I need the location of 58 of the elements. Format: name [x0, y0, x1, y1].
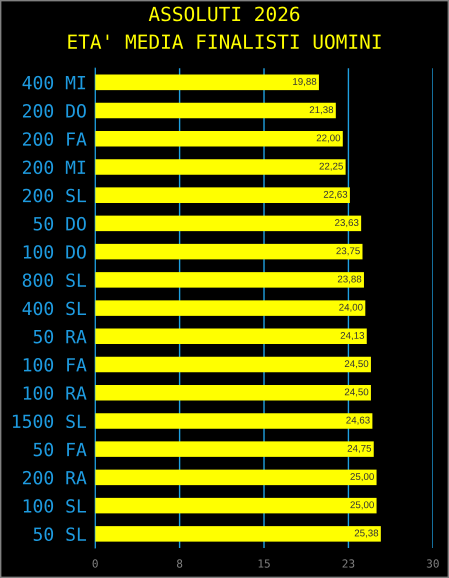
y-tick-label: 200 FA — [22, 132, 87, 146]
data-label: 22,00 — [316, 134, 340, 143]
bar — [95, 130, 343, 147]
data-label: 25,00 — [350, 473, 374, 482]
bar — [95, 384, 371, 400]
bar — [95, 102, 336, 118]
data-label: 24,75 — [348, 444, 372, 453]
bar — [95, 470, 377, 486]
y-tick-label: 200 DO — [22, 104, 86, 118]
data-label: 23,75 — [336, 247, 360, 256]
y-tick-label: 50 DO — [34, 216, 86, 231]
data-label: 25,00 — [350, 501, 374, 510]
bar — [95, 272, 364, 288]
x-tick-label: 15 — [258, 559, 270, 568]
data-label: 23,88 — [338, 276, 362, 284]
y-tick-label: 50 FA — [34, 442, 87, 456]
data-label: 24,00 — [339, 304, 363, 312]
data-label: 22,63 — [324, 190, 348, 199]
chart-subtitle: ETA' MEDIA FINALISTI UOMINI — [68, 34, 381, 50]
y-tick-label: 100 SL — [24, 499, 86, 513]
y-tick-label: 400 SL — [22, 302, 86, 316]
bar — [95, 441, 374, 457]
bar — [95, 187, 350, 203]
y-tick-label: 800 SL — [22, 273, 86, 288]
data-label: 24,63 — [346, 416, 370, 425]
data-label: 24,50 — [344, 360, 368, 368]
x-tick-label: 8 — [176, 559, 182, 568]
data-label: 22,25 — [320, 162, 343, 171]
y-tick-label: 200 MI — [22, 160, 86, 174]
bar — [95, 356, 371, 372]
data-label: 24,13 — [340, 332, 364, 340]
bar — [95, 159, 346, 175]
data-label: 24,50 — [344, 388, 368, 396]
bar — [95, 413, 372, 429]
y-tick-label: 400 MI — [22, 76, 86, 90]
data-label: 23,63 — [335, 219, 358, 228]
y-tick-label: 100 RA — [24, 386, 87, 400]
bar — [95, 328, 367, 344]
y-tick-label: 100 DO — [24, 245, 86, 259]
data-label: 25,38 — [354, 530, 378, 538]
bar — [95, 74, 319, 90]
data-label: 19,88 — [293, 78, 316, 86]
bar — [95, 216, 362, 232]
x-tick-label: 30 — [426, 559, 439, 568]
bar — [95, 498, 377, 514]
y-tick-label: 50 SL — [34, 527, 86, 541]
data-label: 21,38 — [310, 106, 334, 114]
x-tick-label: 23 — [342, 559, 354, 568]
bar — [95, 244, 362, 260]
y-tick-label: 1500 SL — [12, 414, 86, 428]
y-tick-label: 200 RA — [22, 470, 87, 485]
y-tick-label: 200 SL — [22, 188, 86, 202]
bar — [95, 300, 366, 316]
chart-title: ASSOLUTI 2026 — [148, 6, 300, 22]
x-tick-label: 0 — [92, 559, 98, 568]
bar — [95, 526, 381, 542]
y-tick-label: 50 RA — [34, 330, 87, 344]
y-tick-label: 100 FA — [24, 358, 87, 372]
